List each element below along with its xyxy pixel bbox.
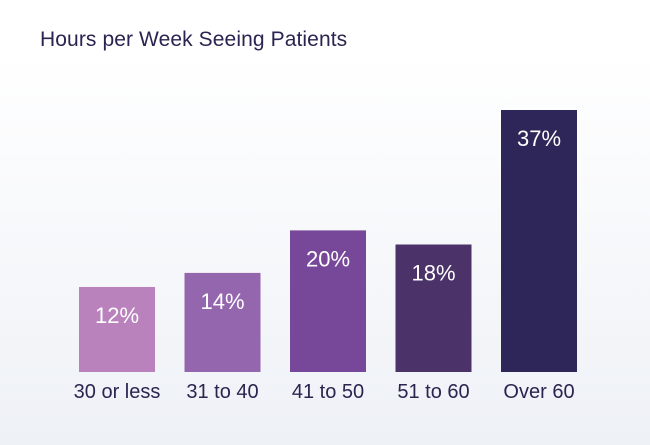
bar-0 xyxy=(79,287,155,372)
bars-group xyxy=(79,110,577,372)
bar-1 xyxy=(184,272,261,372)
x-tick-label-2: 41 to 50 xyxy=(292,381,364,403)
bar-value-label-3: 18% xyxy=(411,261,455,286)
chart-title: Hours per Week Seeing Patients xyxy=(40,28,348,51)
bar-value-label-4: 37% xyxy=(517,126,561,151)
bar-value-label-2: 20% xyxy=(306,246,350,271)
x-tick-label-3: 51 to 60 xyxy=(397,381,469,403)
value-labels-group: 12% 14% 20% 18% 37% xyxy=(95,126,561,328)
x-tick-labels-group: 30 or less 31 to 40 41 to 50 51 to 60 Over 6… xyxy=(74,381,575,403)
bar-value-label-0: 12% xyxy=(95,303,139,328)
x-tick-label-1: 31 to 40 xyxy=(186,381,258,403)
x-tick-label-0: 30 or less xyxy=(74,381,161,403)
bar-value-label-1: 14% xyxy=(200,289,244,314)
x-tick-label-4: Over 60 xyxy=(503,381,574,403)
bar-3 xyxy=(395,244,472,372)
bar-2 xyxy=(290,230,366,372)
bar-4 xyxy=(501,110,577,372)
